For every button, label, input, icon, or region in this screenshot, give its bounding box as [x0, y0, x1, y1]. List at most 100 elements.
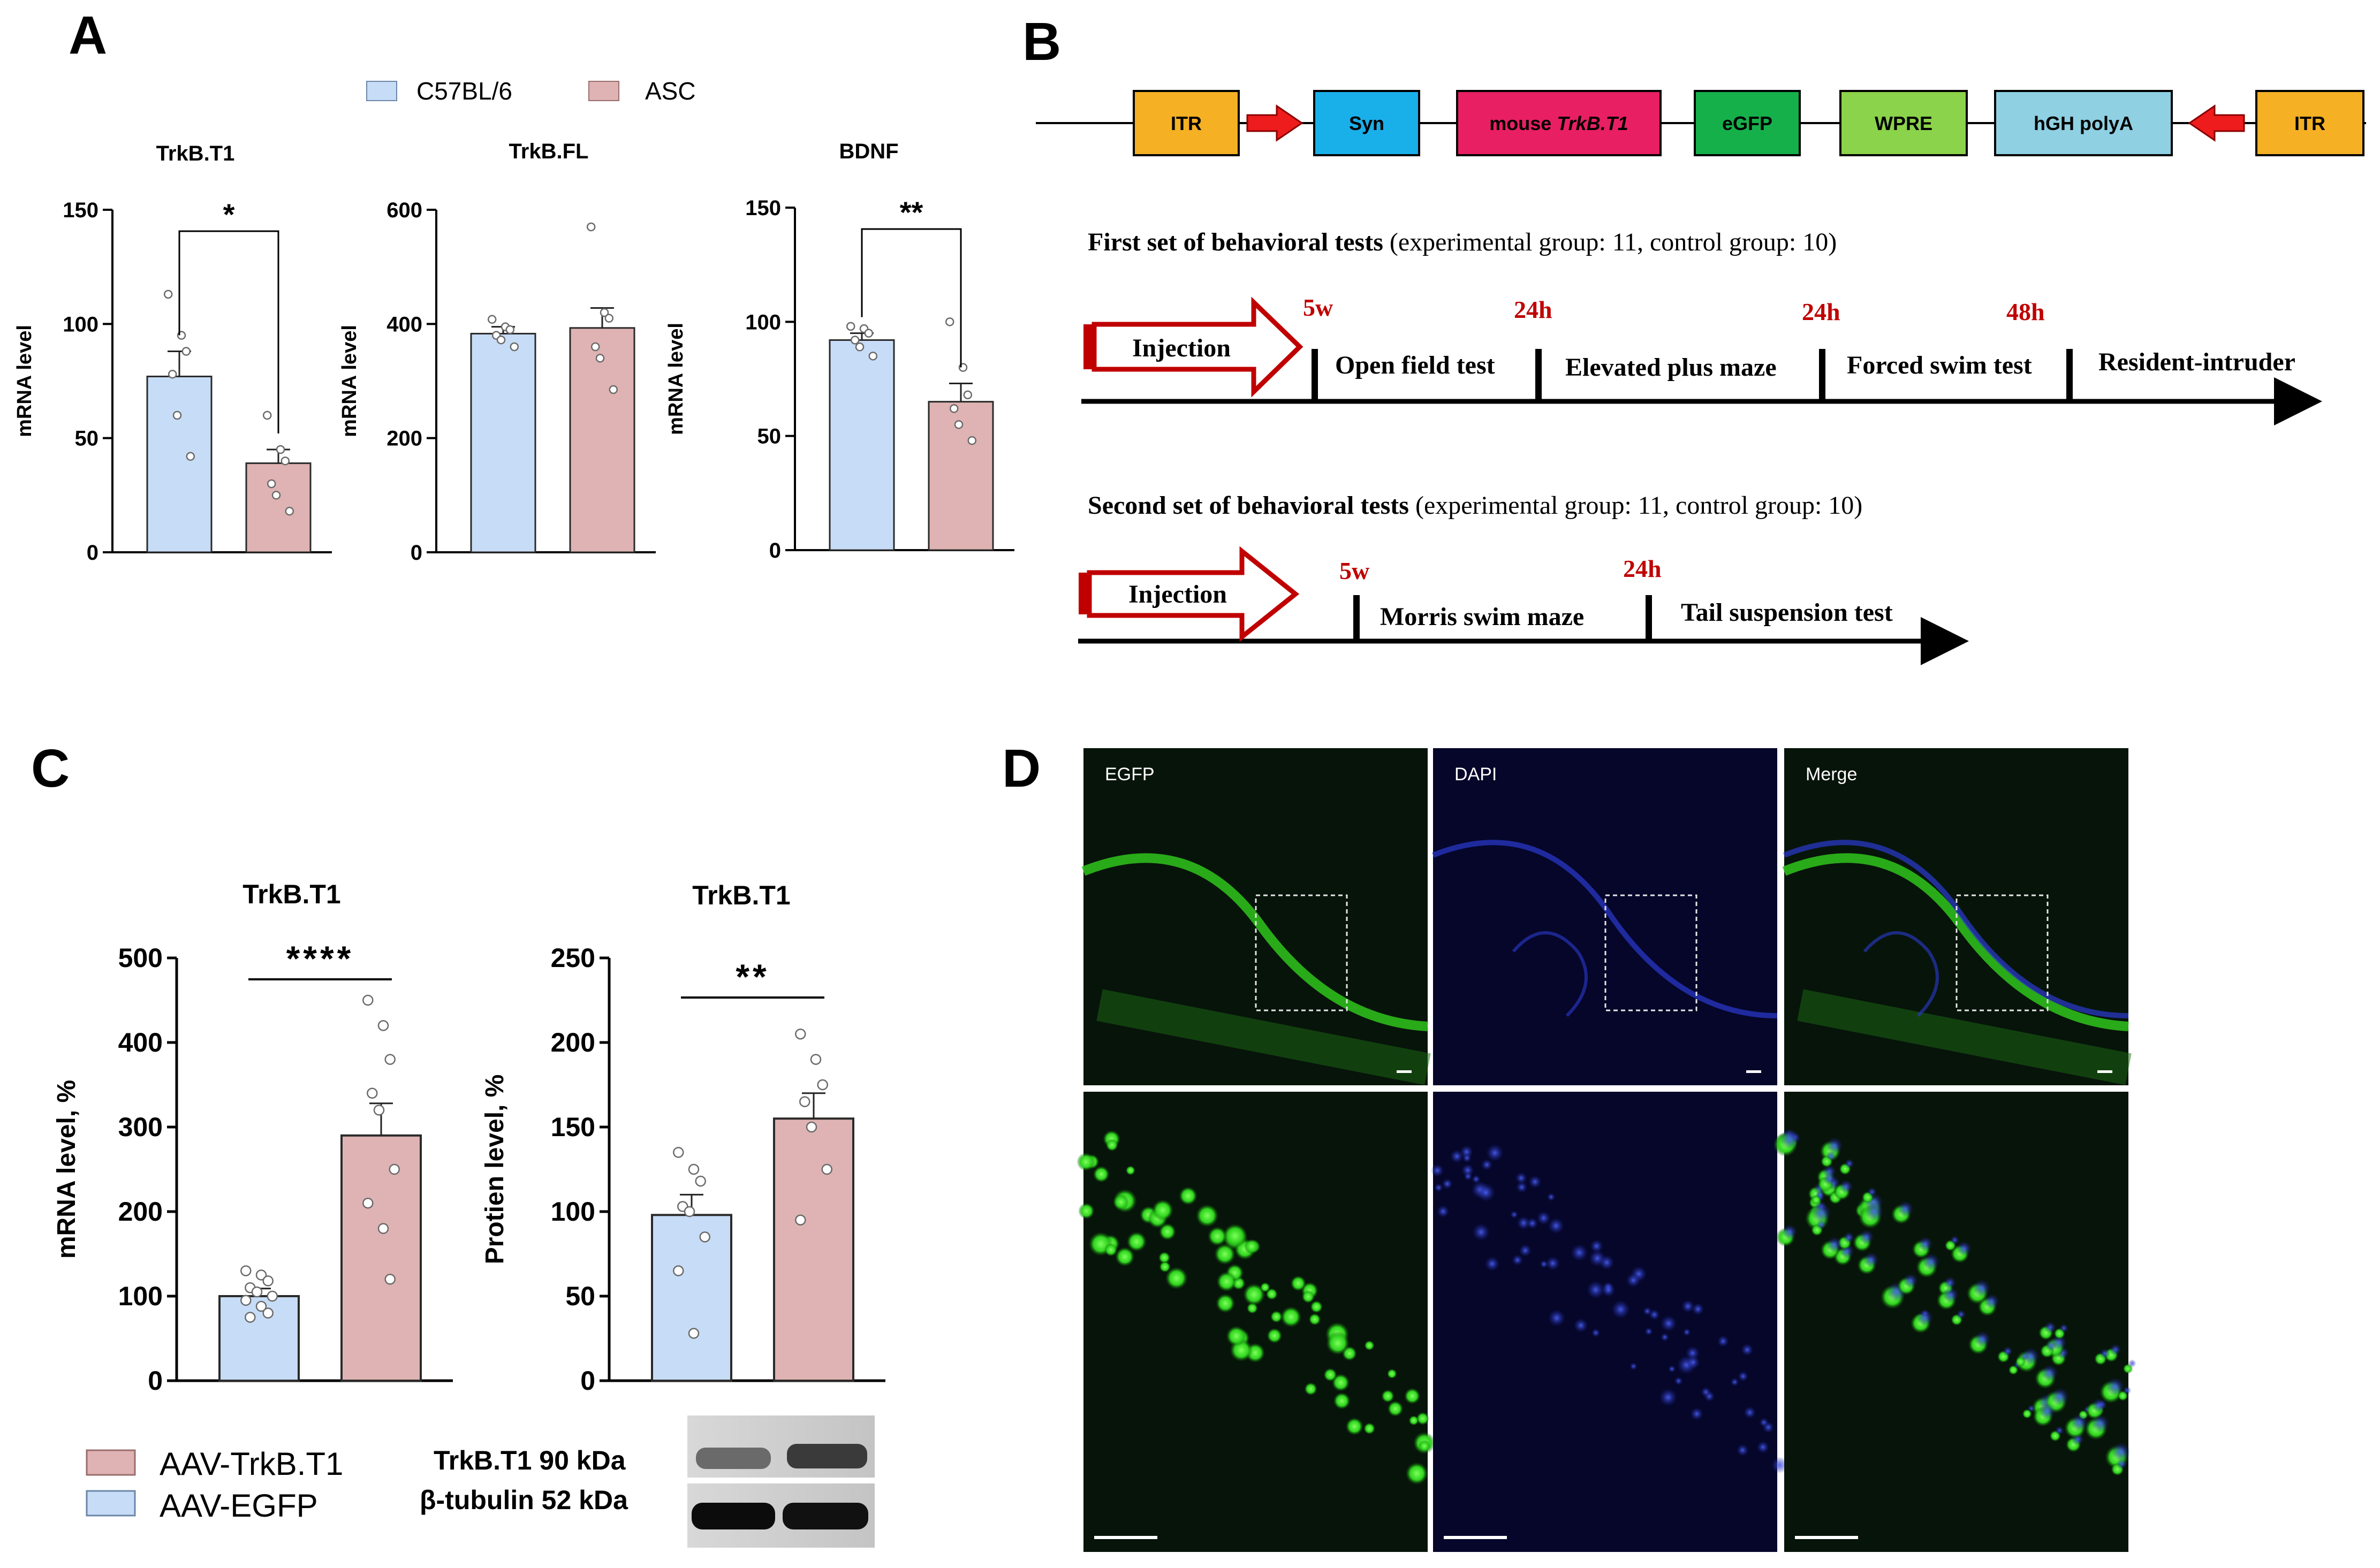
- data-point: [595, 354, 605, 363]
- timeline1-test-4: Resident-intruder: [2098, 348, 2295, 376]
- nucleus: [1759, 1418, 1769, 1427]
- nucleus: [1485, 1144, 1504, 1162]
- legend-a-label-asc: ASC: [645, 77, 696, 105]
- bar-aav-egfp: [651, 1214, 732, 1382]
- legend-c-swatch-trkb: [86, 1449, 136, 1476]
- y-axis-label: mRNA level: [13, 325, 36, 437]
- wb-band-tubulin-1: [692, 1503, 775, 1529]
- chart-title: BDNF: [839, 140, 898, 163]
- construct-label-text: mouse: [1489, 112, 1557, 134]
- significance-bracket: [861, 228, 962, 368]
- data-point: [806, 1121, 817, 1133]
- nucleus: [1826, 1151, 1836, 1161]
- nucleus: [2071, 1413, 2088, 1432]
- nucleus: [2123, 1386, 2132, 1395]
- cell-body: [1416, 1412, 1430, 1425]
- nucleus: [2027, 1404, 2036, 1413]
- nucleus: [2051, 1387, 2070, 1406]
- timeline1-time-1: 5w: [1303, 294, 1333, 321]
- timeline2-heading: Second set of behavioral tests (experime…: [1088, 491, 1862, 520]
- nucleus: [1536, 1211, 1551, 1226]
- cell-body: [1345, 1417, 1363, 1436]
- region-of-interest: [1604, 894, 1697, 1011]
- micrograph-label: EGFP: [1105, 764, 1155, 785]
- data-point: [688, 1163, 700, 1175]
- data-point: [949, 404, 959, 413]
- nucleus: [1863, 1252, 1879, 1268]
- data-point: [285, 506, 294, 516]
- nucleus: [1897, 1200, 1914, 1217]
- nucleus: [1916, 1310, 1934, 1326]
- micrograph-egfp-overview: EGFP: [1081, 748, 1431, 1085]
- y-tick-label: 50: [75, 427, 99, 451]
- legend-a: C57BL/6 ASC: [366, 77, 696, 105]
- construct-box-label: ITR: [2294, 112, 2325, 134]
- micrograph-egfp-zoom: [1077, 1092, 1436, 1552]
- nucleus: [1436, 1205, 1450, 1218]
- timeline-second-set: Second set of behavioral tests (experime…: [1078, 491, 1969, 665]
- significance-label: ****: [286, 939, 354, 978]
- nucleus: [2022, 1347, 2040, 1365]
- construct-label-text: ITR: [1171, 112, 1202, 134]
- cell-body: [1323, 1368, 1337, 1382]
- data-point: [240, 1295, 252, 1306]
- data-point: [186, 452, 195, 461]
- data-point: [600, 308, 609, 317]
- nucleus: [1547, 1192, 1556, 1201]
- nucleus: [1839, 1179, 1853, 1193]
- y-tick-label: 500: [118, 943, 163, 973]
- timeline1-time-4: 48h: [2006, 298, 2045, 325]
- panel-letter-d: D: [1002, 739, 1041, 798]
- construct-label-text: eGFP: [1722, 112, 1772, 134]
- panel-letter-b: B: [1022, 12, 1061, 72]
- nucleus: [1756, 1441, 1770, 1454]
- nucleus: [1973, 1279, 1991, 1297]
- timeline2-time-1: 5w: [1339, 557, 1369, 584]
- timeline1-heading-bold: First set of behavioral tests: [1088, 228, 1383, 256]
- data-point: [377, 1020, 389, 1031]
- legend-c-label-trkb: AAV-TrkB.T1: [160, 1446, 343, 1482]
- bar-c57bl-6: [146, 375, 213, 553]
- region-of-interest: [1955, 894, 2049, 1011]
- data-point: [267, 1290, 278, 1302]
- timeline2-heading-bold: Second set of behavioral tests: [1088, 491, 1409, 520]
- dapi-structure: [1512, 931, 1588, 1017]
- nucleus: [1660, 1315, 1677, 1332]
- cell-body: [1304, 1382, 1317, 1396]
- data-point: [699, 1231, 710, 1243]
- cell-body: [1093, 1166, 1110, 1183]
- nucleus: [2045, 1340, 2057, 1352]
- cell-body: [1179, 1186, 1197, 1206]
- nucleus: [1510, 1211, 1519, 1219]
- nucleus: [1681, 1299, 1695, 1313]
- cell-body: [1126, 1231, 1147, 1252]
- construct-box-label: ITR: [1171, 112, 1202, 134]
- wb-band-trkb-1: [696, 1448, 771, 1469]
- nucleus: [2111, 1442, 2131, 1462]
- construct-box-trkb-t1: [1456, 90, 1662, 156]
- data-point: [181, 347, 191, 356]
- timeline2-injection-label: Injection: [1128, 580, 1227, 608]
- nucleus: [1472, 1175, 1481, 1184]
- data-point: [389, 1163, 400, 1175]
- construct-box-itr: [1133, 90, 1240, 156]
- y-tick-label: 100: [551, 1197, 595, 1227]
- scale-bar: [2097, 1070, 2112, 1073]
- nucleus: [1434, 1183, 1443, 1192]
- timeline2-test-2: Tail suspension test: [1681, 598, 1893, 627]
- data-point: [384, 1054, 396, 1065]
- significance-label: **: [736, 957, 769, 996]
- data-point: [673, 1265, 684, 1276]
- data-point: [377, 1223, 389, 1234]
- nucleus: [1738, 1371, 1749, 1382]
- nucleus: [1519, 1244, 1532, 1257]
- cell-body: [1310, 1300, 1323, 1313]
- data-point: [846, 322, 855, 331]
- construct-box-egfp: [1694, 90, 1801, 156]
- cell-body: [1363, 1422, 1376, 1435]
- arrow-right-icon: [1246, 104, 1303, 142]
- y-axis-label: Protien level, %: [481, 1075, 509, 1265]
- nucleus: [1864, 1202, 1884, 1221]
- nucleus: [1589, 1239, 1604, 1253]
